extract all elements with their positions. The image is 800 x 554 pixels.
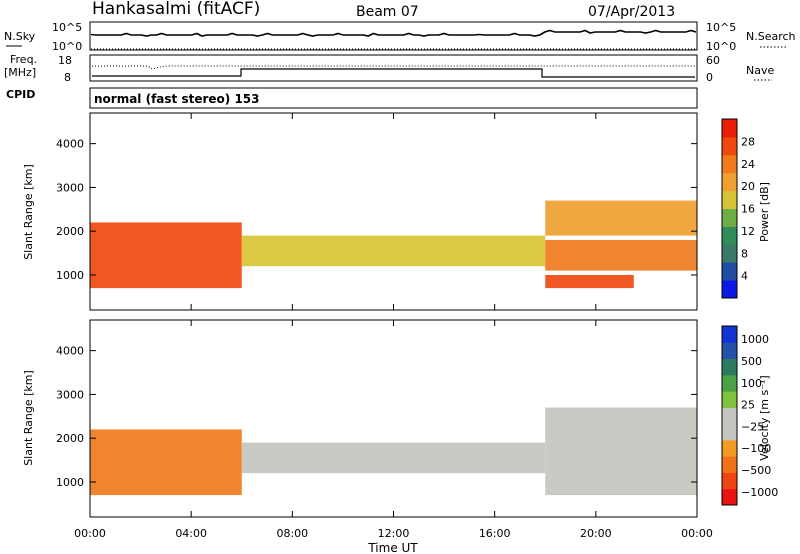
power-colorbar-segment	[722, 190, 737, 209]
x-tick-label: 00:00	[681, 527, 713, 540]
velocity-ylabel: Slant Range [km]	[22, 370, 35, 466]
station-title: Hankasalmi (fitACF)	[92, 0, 260, 19]
vel-colorbar-segment	[722, 391, 737, 408]
velocity-colorbar-label: Velocity [m s⁻¹]	[758, 375, 771, 460]
noise-sky-trace	[90, 29, 697, 37]
freq-label-line1: Freq.	[10, 53, 37, 66]
power-colorbar-label: Power [dB]	[758, 182, 771, 242]
vel-colorbar-tick-label: 1000	[741, 333, 769, 346]
x-tick-label: 16:00	[479, 527, 511, 540]
power-colorbar-tick-label: 8	[741, 247, 748, 260]
power-ytick-label: 3000	[56, 181, 84, 194]
vel-colorbar-tick-label: −25	[741, 420, 764, 433]
noise-right-tick-low: 10^0	[706, 40, 736, 53]
power-colorbar-segment	[722, 226, 737, 245]
noise-right-label: N.Search	[746, 30, 796, 43]
power-colorbar-frame	[721, 118, 738, 299]
cpid-label: CPID	[6, 88, 35, 101]
vel-colorbar-segment	[722, 326, 737, 343]
power-region-0	[90, 222, 242, 289]
vel-region-0	[90, 429, 242, 496]
x-tick-label: 20:00	[580, 527, 612, 540]
power-colorbar-segment	[722, 172, 737, 192]
power-colorbar: 4 8 12 16 20 24 28	[721, 118, 755, 299]
vel-region-2	[545, 407, 697, 496]
vel-colorbar-tick-label: 25	[741, 399, 755, 412]
x-tick-label: 08:00	[276, 527, 308, 540]
vel-colorbar-segment	[722, 456, 737, 473]
noise-left-tick-high: 10^5	[52, 21, 82, 34]
vel-ytick-label: 1000	[56, 476, 84, 489]
power-colorbar-tick-label: 16	[741, 203, 755, 216]
vel-colorbar-segment	[722, 358, 737, 376]
vel-colorbar-tick-label: −500	[741, 464, 771, 477]
noise-left-label: N.Sky	[4, 30, 36, 43]
power-colorbar-tick-label: 20	[741, 180, 755, 193]
vel-ytick-label: 3000	[56, 388, 84, 401]
nave-tick-low: 0	[706, 71, 713, 84]
power-colorbar-segment	[722, 280, 737, 299]
power-colorbar-tick-label: 12	[741, 225, 755, 238]
x-axis-label: Time UT	[367, 541, 418, 554]
power-region-4	[545, 200, 697, 236]
freq-label-line2: [MHz]	[4, 66, 36, 79]
freq-solid-trace	[92, 68, 695, 78]
vel-colorbar-segment	[722, 488, 737, 506]
power-colorbar-segment	[722, 262, 737, 281]
vel-colorbar-segment	[722, 439, 737, 457]
freq-panel-frame	[89, 54, 698, 82]
vel-colorbar-tick-label: 100	[741, 377, 762, 390]
vel-colorbar-segment	[722, 472, 737, 490]
vel-ytick-label: 4000	[56, 345, 84, 358]
freq-tick-high: 18	[58, 54, 72, 67]
velocity-data-layer	[90, 407, 697, 496]
power-region-3	[545, 239, 697, 271]
power-colorbar-segment	[722, 136, 737, 156]
date-title: 07/Apr/2013	[588, 4, 675, 20]
vel-colorbar-tick-label: −1000	[741, 486, 778, 499]
power-region-1	[241, 235, 546, 267]
vel-colorbar-tick-label: −100	[741, 442, 771, 455]
power-y-axis: 1000 2000 3000 4000	[56, 138, 697, 282]
noise-right-tick-high: 10^5	[706, 21, 736, 34]
power-colorbar-segment	[722, 119, 737, 138]
time-x-axis: 00:00 04:00 08:00 12:00 16:00 20:00 00:00	[74, 113, 713, 540]
velocity-colorbar: 1000 500 100 25 −25 −100 −500 −1000	[721, 325, 778, 506]
velocity-y-axis: 1000 2000 3000 4000	[56, 345, 697, 489]
vel-ytick-label: 2000	[56, 432, 84, 445]
power-region-2	[545, 274, 634, 289]
nave-tick-high: 60	[706, 54, 720, 67]
noise-left-tick-low: 10^0	[52, 40, 82, 53]
nave-label: Nave	[746, 64, 774, 77]
power-colorbar-segment	[722, 208, 737, 227]
power-colorbar-tick-label: 4	[741, 270, 748, 283]
power-ylabel: Slant Range [km]	[22, 164, 35, 260]
power-colorbar-tick-label: 24	[741, 158, 755, 171]
vel-colorbar-frame	[721, 325, 738, 506]
vel-colorbar-segment	[722, 342, 737, 360]
power-data-layer	[90, 200, 697, 289]
x-tick-label: 12:00	[378, 527, 410, 540]
vel-colorbar-tick-label: 500	[741, 355, 762, 368]
freq-tick-low: 8	[64, 71, 71, 84]
power-colorbar-tick-label: 28	[741, 135, 755, 148]
power-ytick-label: 1000	[56, 269, 84, 282]
cpid-value: normal (fast stereo) 153	[94, 92, 260, 106]
vel-colorbar-segment	[722, 374, 737, 392]
x-tick-label: 00:00	[74, 527, 106, 540]
power-ytick-label: 2000	[56, 225, 84, 238]
x-tick-label: 04:00	[175, 527, 207, 540]
power-colorbar-segment	[722, 154, 737, 174]
vel-colorbar-segment	[722, 423, 737, 441]
noise-panel-frame	[89, 21, 698, 51]
power-colorbar-segment	[722, 244, 737, 263]
vel-region-1	[241, 442, 546, 474]
cpid-panel-frame	[89, 87, 698, 109]
vel-colorbar-segment	[722, 407, 737, 425]
power-ytick-label: 4000	[56, 138, 84, 151]
beam-title: Beam 07	[356, 4, 419, 20]
